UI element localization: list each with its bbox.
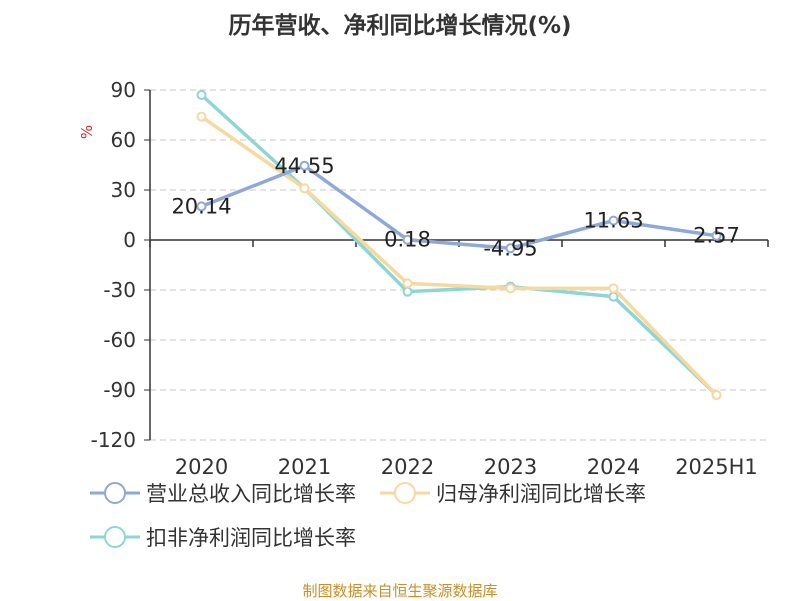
- series-lines: [196, 90, 722, 400]
- data-label: 11.63: [583, 209, 643, 233]
- legend-marker-deducted-profit: [90, 526, 140, 548]
- data-point[interactable]: [402, 278, 413, 289]
- y-tick-label: -60: [103, 328, 136, 352]
- series-line: [200, 115, 718, 397]
- y-axis-label: %: [78, 125, 96, 139]
- data-point[interactable]: [608, 283, 619, 294]
- legend-item-revenue[interactable]: 营业总收入同比增长率: [90, 478, 356, 508]
- legend-marker-revenue: [90, 482, 140, 504]
- legend-item-deducted-profit[interactable]: 扣非净利润同比增长率: [90, 522, 356, 552]
- data-point[interactable]: [402, 234, 413, 245]
- data-point[interactable]: [505, 243, 516, 254]
- y-tick-label: -90: [103, 378, 136, 402]
- data-label: 20.14: [171, 194, 231, 218]
- data-point[interactable]: [196, 201, 207, 212]
- data-point[interactable]: [505, 283, 516, 294]
- y-tick-label: -120: [91, 428, 136, 452]
- series-line: [200, 164, 717, 250]
- data-point[interactable]: [196, 90, 207, 100]
- source-note: 制图数据来自恒生聚源数据库: [302, 582, 498, 600]
- data-point[interactable]: [196, 111, 207, 122]
- legend-item-net-profit[interactable]: 归母净利润同比增长率: [380, 478, 646, 508]
- y-tick-label: 60: [111, 128, 136, 152]
- x-tick-label: 2025H1: [675, 455, 758, 479]
- data-point[interactable]: [608, 215, 619, 226]
- x-tick-label: 2023: [484, 455, 537, 479]
- data-point[interactable]: [299, 183, 310, 194]
- data-labels: 20.14 44.55 0.18 -4.95 11.63 2.57: [171, 154, 739, 261]
- legend-label-net-profit: 归母净利润同比增长率: [436, 482, 646, 506]
- x-tick-label: 2021: [278, 455, 331, 479]
- data-point[interactable]: [402, 286, 413, 297]
- x-tick-label: 2020: [175, 455, 228, 479]
- data-label: 0.18: [384, 228, 431, 252]
- x-tick-label: 2024: [587, 455, 640, 479]
- data-point[interactable]: [711, 230, 722, 241]
- y-tick-label: 0: [123, 228, 136, 252]
- grid-lines: [150, 89, 768, 441]
- legend-row-1: 营业总收入同比增长率 归母净利润同比增长率: [90, 478, 670, 508]
- data-point[interactable]: [299, 160, 310, 171]
- legend-label-revenue: 营业总收入同比增长率: [146, 482, 356, 506]
- data-point[interactable]: [608, 291, 619, 302]
- legend-label-deducted-profit: 扣非净利润同比增长率: [146, 526, 356, 550]
- data-label: 44.55: [274, 154, 334, 178]
- data-label: -4.95: [483, 236, 537, 260]
- x-tick-label: 2022: [381, 455, 434, 479]
- data-label: 2.57: [693, 224, 740, 248]
- legend-marker-net-profit: [380, 482, 430, 504]
- axes: 90 60 30 0 -30 -60 -90 -120% 2020 2021 2022 2023 202…: [78, 78, 769, 479]
- data-point[interactable]: [711, 390, 722, 400]
- y-tick-label: -30: [103, 278, 136, 302]
- chart-title: 历年营收、净利同比增长情况(%): [228, 13, 572, 39]
- y-tick-label: 90: [111, 78, 136, 102]
- legend-row-2: 扣非净利润同比增长率: [90, 522, 380, 552]
- y-tick-label: 30: [111, 178, 136, 202]
